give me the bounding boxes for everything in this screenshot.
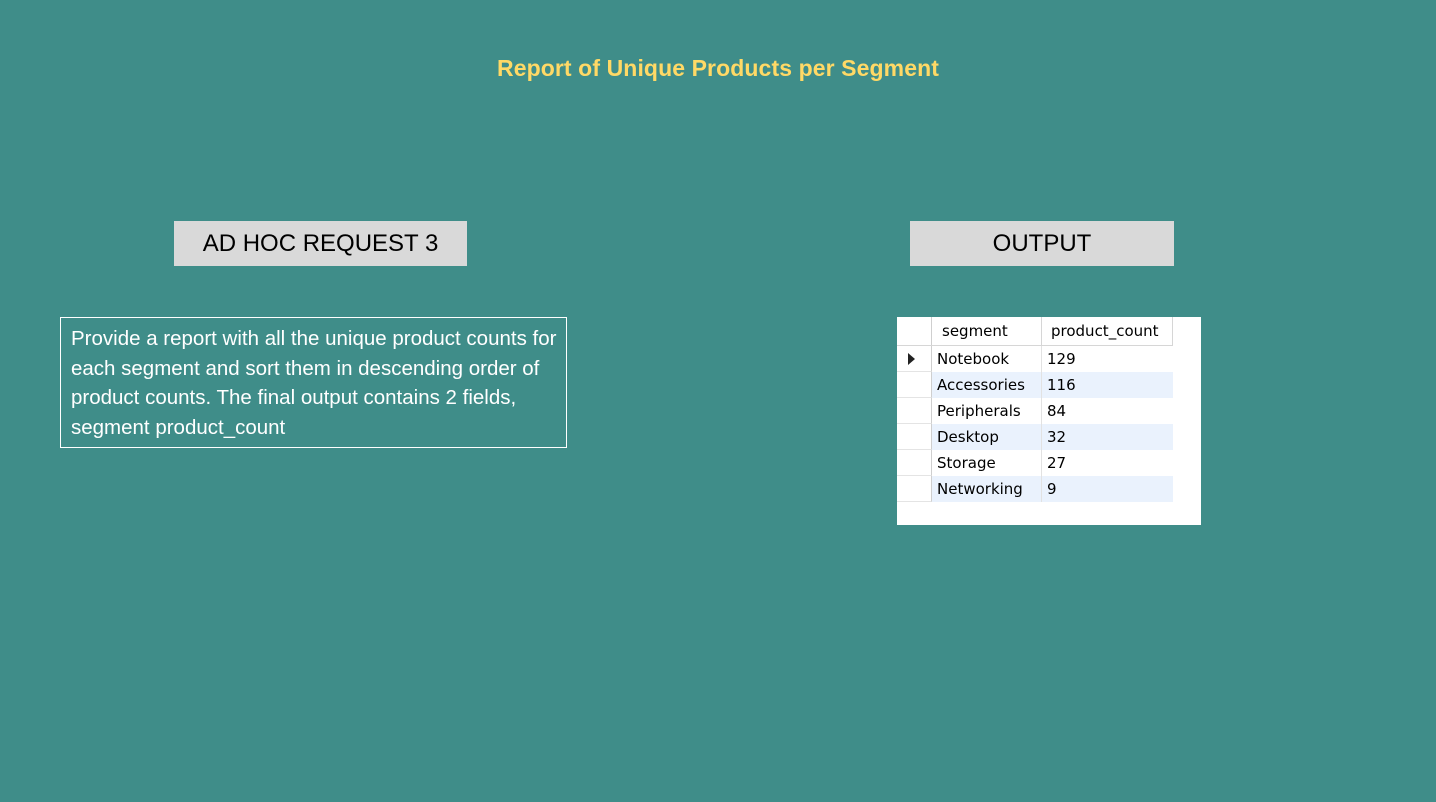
cell-product-count[interactable]: 84 [1047,402,1067,420]
cell-segment[interactable]: Desktop [932,424,1042,450]
cell-segment[interactable]: Networking [932,476,1042,502]
column-header-product-count[interactable]: product_count [1042,317,1173,345]
cell-segment[interactable]: Storage [932,450,1042,476]
result-grid-header: segment product_count [897,317,1173,346]
row-selector[interactable] [897,476,932,502]
row-selector-header[interactable] [897,317,932,345]
cell-product-count[interactable]: 32 [1042,424,1173,450]
result-grid[interactable]: segment product_count Notebook 129 Acces… [897,317,1173,502]
cell-product-count[interactable]: 27 [1047,454,1067,472]
table-row[interactable]: Accessories 116 [897,372,1173,398]
table-row[interactable]: Storage 27 [897,450,1173,476]
cell-segment[interactable]: Peripherals [932,398,1042,424]
table-row[interactable]: Desktop 32 [897,424,1173,450]
result-grid-panel: segment product_count Notebook 129 Acces… [897,317,1201,525]
column-header-segment[interactable]: segment [932,317,1042,345]
output-label: OUTPUT [910,221,1174,266]
page-title: Report of Unique Products per Segment [496,55,939,81]
row-selector[interactable] [897,450,932,476]
cell-product-count[interactable]: 116 [1042,372,1173,398]
table-row[interactable]: Peripherals 84 [897,398,1173,424]
row-pointer-icon [907,352,915,365]
cell-product-count[interactable]: 129 [1047,350,1076,368]
row-selector[interactable] [897,372,932,398]
table-row[interactable]: Notebook 129 [897,346,1173,372]
row-selector[interactable] [897,346,932,372]
table-row[interactable]: Networking 9 [897,476,1173,502]
cell-product-count[interactable]: 9 [1042,476,1173,502]
cell-segment[interactable]: Accessories [932,372,1042,398]
cell-segment[interactable]: Notebook [932,346,1042,372]
request-label: AD HOC REQUEST 3 [174,221,467,266]
row-selector[interactable] [897,424,932,450]
row-selector[interactable] [897,398,932,424]
request-description: Provide a report with all the unique pro… [60,317,567,448]
